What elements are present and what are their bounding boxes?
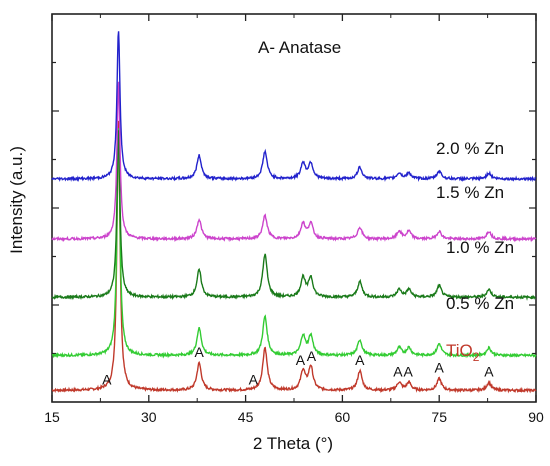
series-line [51,128,537,359]
peak-marker-label: A [435,360,445,376]
x-tick-label: 75 [431,409,447,425]
series-label-main: TiO [446,341,473,360]
y-axis-title: Intensity (a.u.) [7,146,26,254]
x-axis-title: 2 Theta (°) [253,434,333,453]
series-layer [51,31,537,394]
series-line [51,81,537,243]
peak-marker-label: A [355,352,365,368]
series-label: TiO2 [446,341,480,364]
series-label: 1.0 % Zn [446,238,514,257]
series-line [51,31,536,183]
peak-marker-label: A [249,371,259,387]
x-tick-label: 60 [335,409,351,425]
axis-ticks: 15 30 45 60 75 90 [44,14,544,425]
x-tick-label: 30 [141,409,157,425]
peak-marker-label: A [307,348,317,364]
x-tick-label: 45 [238,409,254,425]
annotation-text: A- Anatase [258,38,341,57]
peak-marker-label: A [296,352,306,368]
series-labels: TiO2 0.5 % Zn 1.0 % Zn 1.5 % Zn 2.0 % Zn [436,139,514,364]
series-label: 2.0 % Zn [436,139,504,158]
x-tick-label: 15 [44,409,60,425]
peak-marker-label: A [404,364,414,380]
peak-marker-label: A [102,371,112,387]
peak-marker-label: A [484,364,494,380]
series-label-sub: 2 [473,350,480,364]
peak-marker-label: A [194,344,204,360]
series-label: 0.5 % Zn [446,294,514,313]
series-line [51,130,536,301]
peak-marker-label: A [393,364,403,380]
x-tick-label: 90 [528,409,544,425]
series-label: 1.5 % Zn [436,183,504,202]
series-line [51,120,537,394]
